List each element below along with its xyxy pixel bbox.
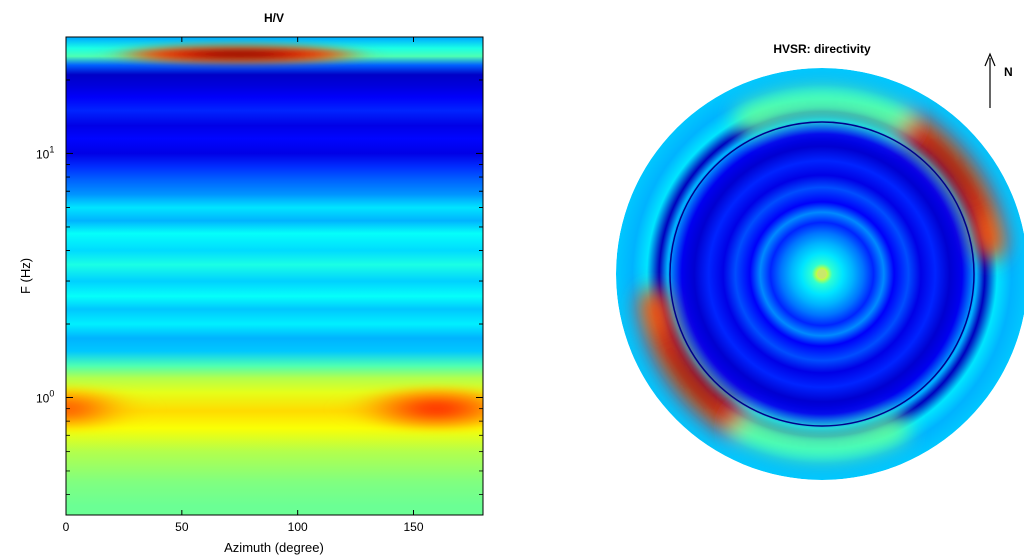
north-arrow-head-icon <box>984 52 996 67</box>
hv-heatmap <box>66 37 483 515</box>
hv-xtick-label: 50 <box>175 520 189 534</box>
hv-xtick-label: 0 <box>63 520 70 534</box>
north-arrow: N <box>984 52 1013 108</box>
hv-xlabel: Azimuth (degree) <box>224 540 324 555</box>
hv-ytick-label: 101 <box>36 144 54 161</box>
directivity-hotspot <box>794 438 850 450</box>
directivity-hotspots <box>638 87 1006 461</box>
hv-x-ticks: 0 50 100 150 <box>63 37 424 534</box>
directivity-ring-line <box>669 121 975 427</box>
hv-chart: H/V 0 50 100 150 100 101 Azimuth (degree) F … <box>18 11 484 555</box>
hv-xtick-label: 150 <box>403 520 423 534</box>
hv-band-fill <box>66 37 483 515</box>
hv-hotspots <box>66 45 483 430</box>
hv-hotspot <box>404 399 469 418</box>
directivity-hotspot <box>929 140 974 191</box>
directivity-hotspot <box>670 357 715 408</box>
hv-y-ticks: 100 101 <box>36 79 483 496</box>
north-label: N <box>1004 65 1013 79</box>
directivity-center-dot <box>817 269 827 279</box>
hv-ytick-label: 100 <box>36 388 54 405</box>
hv-xtick-label: 100 <box>288 520 308 534</box>
directivity-title: HVSR: directivity <box>773 42 871 56</box>
directivity-chart: HVSR: directivity N <box>616 42 1024 480</box>
directivity-hotspot <box>794 98 850 110</box>
hv-title: H/V <box>264 11 284 25</box>
hv-axes-frame <box>65 36 484 516</box>
hv-bands <box>66 37 483 515</box>
hv-ylabel: F (Hz) <box>18 258 33 294</box>
hv-hotspot <box>188 50 291 59</box>
directivity-polar <box>616 68 1024 480</box>
hv-hotspot <box>66 399 93 418</box>
